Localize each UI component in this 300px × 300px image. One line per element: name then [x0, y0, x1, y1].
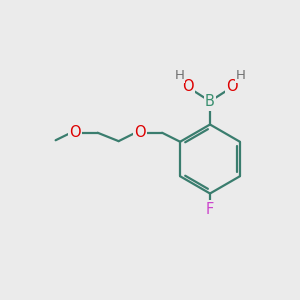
Text: O: O — [183, 79, 194, 94]
Text: O: O — [69, 125, 81, 140]
Text: O: O — [134, 125, 146, 140]
Text: B: B — [205, 94, 215, 110]
Text: O: O — [226, 79, 237, 94]
Text: H: H — [236, 68, 245, 82]
Text: F: F — [206, 202, 214, 217]
Text: H: H — [175, 68, 184, 82]
